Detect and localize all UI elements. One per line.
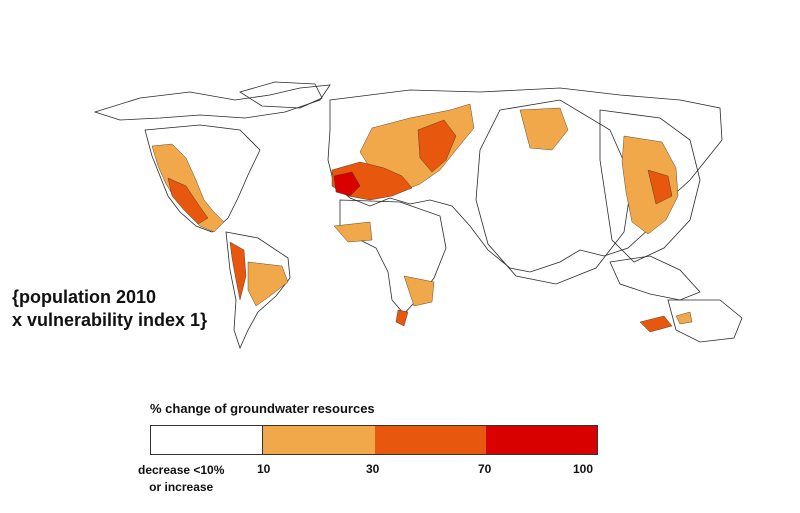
india-cartogram-outline [475,99,633,285]
south-america-outline [225,231,291,350]
arabia-hotspot [417,119,457,173]
southern-africa-hotspot [395,309,409,327]
south-america-land [247,261,289,307]
legend-swatch-none [151,426,264,454]
legend-swatch-70-100 [485,426,597,454]
legend-tick-10: 10 [257,462,271,476]
sahara-hotspot-red [333,171,361,197]
andes-hotspot [229,241,247,301]
north-america-land [151,143,225,233]
australia-outline [667,299,743,343]
southern-africa-land [403,275,435,307]
legend-tick-100: 100 [573,462,594,476]
legend-swatch-10-30 [263,426,375,454]
west-africa-land [333,221,373,243]
legend-title: % change of groundwater resources [150,401,375,416]
legend-color-bar [150,425,598,455]
greenland-outline [239,81,323,109]
legend-tick-70: 70 [478,462,492,476]
eurasia-outline [327,87,723,273]
central-asia-land [519,107,569,151]
legend-tick-30: 30 [366,462,380,476]
new-zealand-hotspot [639,315,673,333]
pacific-island-land [675,311,693,325]
southeast-asia-outline [609,255,701,301]
north-america-hotspot [167,177,209,225]
china-cartogram-outline [599,109,701,263]
legend-tick-decrease: decrease <10% or increase [138,463,225,494]
map-caption: {population 2010 x vulnerability index 1… [12,287,208,330]
legend-swatch-30-70 [374,426,486,454]
china-land [621,135,679,235]
china-hotspot [647,169,673,205]
arctic-outline [93,84,331,121]
